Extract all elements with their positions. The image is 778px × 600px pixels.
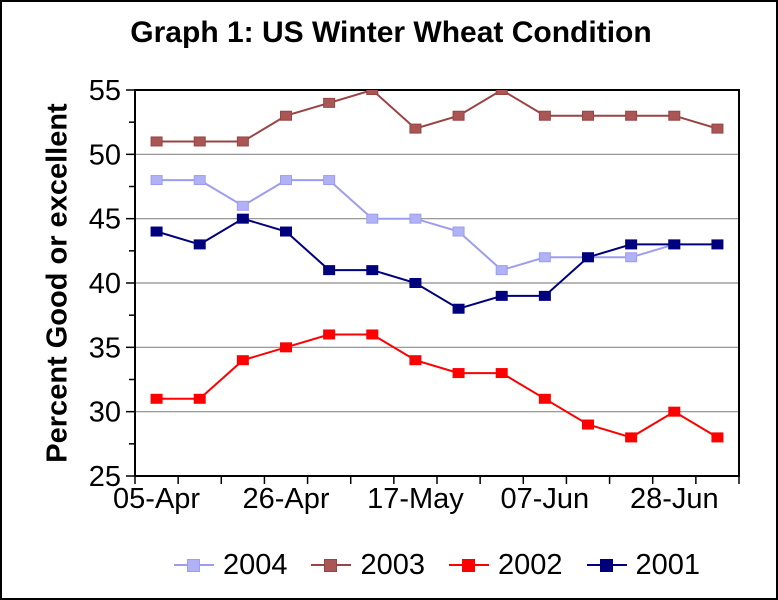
data-point xyxy=(538,110,551,121)
data-point xyxy=(625,432,638,443)
data-point xyxy=(495,90,508,95)
data-point xyxy=(711,239,724,250)
data-point xyxy=(236,213,249,224)
data-point xyxy=(495,290,508,301)
data-point xyxy=(280,110,292,121)
x-tick-label: 26-Apr xyxy=(242,483,329,515)
series-line xyxy=(156,90,718,143)
data-point xyxy=(495,368,508,379)
data-point xyxy=(668,110,681,121)
data-point xyxy=(280,342,292,353)
data-point xyxy=(366,90,379,95)
data-point xyxy=(538,393,551,404)
x-tick-label: 28-Jun xyxy=(630,483,719,515)
data-point xyxy=(236,355,249,366)
data-point xyxy=(452,226,465,237)
x-axis: 05-Apr 26-Apr 17-May 07-Jun 28-Jun xyxy=(113,476,740,515)
data-point xyxy=(150,226,163,237)
data-point xyxy=(323,97,336,108)
data-point xyxy=(668,239,681,250)
data-point xyxy=(582,110,594,121)
legend-label: 2002 xyxy=(498,548,563,581)
data-point xyxy=(323,329,336,340)
data-point xyxy=(409,123,422,134)
data-point xyxy=(366,329,379,340)
legend-item-2004: 2004 xyxy=(173,548,288,581)
y-axis: 25 30 35 40 45 50 55 xyxy=(89,75,135,493)
series-2002 xyxy=(150,329,724,443)
chart-title: Graph 1: US Winter Wheat Condition xyxy=(130,16,652,49)
legend-label: 2001 xyxy=(635,548,701,581)
y-tick-label: 50 xyxy=(89,139,121,171)
series-line xyxy=(156,217,718,310)
y-tick-label: 35 xyxy=(89,332,121,364)
legend-marker-icon xyxy=(449,558,489,573)
series-line xyxy=(156,333,718,439)
data-point xyxy=(280,226,292,237)
gridlines xyxy=(135,153,739,413)
y-tick-label: 40 xyxy=(89,268,121,300)
data-point xyxy=(280,175,292,186)
data-point xyxy=(711,123,724,134)
x-tick-label: 17-May xyxy=(367,483,464,515)
data-point xyxy=(582,252,594,263)
legend-item-2003: 2003 xyxy=(311,548,425,581)
series-2001 xyxy=(150,213,724,314)
data-point xyxy=(193,239,206,250)
data-point xyxy=(366,213,379,224)
legend-item-2002: 2002 xyxy=(449,548,563,581)
legend-item-2001: 2001 xyxy=(586,548,701,581)
data-point xyxy=(193,175,206,186)
y-tick-label: 55 xyxy=(89,75,121,107)
data-point xyxy=(625,239,638,250)
series-line xyxy=(156,179,675,272)
data-point xyxy=(538,290,551,301)
data-point xyxy=(538,252,551,263)
data-point xyxy=(409,213,422,224)
legend-label: 2004 xyxy=(222,548,288,581)
legend-label: 2003 xyxy=(360,548,425,581)
data-point xyxy=(150,175,163,186)
data-point xyxy=(625,252,638,263)
legend-marker-icon xyxy=(173,558,214,573)
data-point xyxy=(236,200,249,211)
data-point xyxy=(582,419,594,430)
data-point xyxy=(409,278,422,288)
y-tick-label: 45 xyxy=(89,204,121,236)
data-point xyxy=(711,432,724,443)
data-point xyxy=(495,265,508,276)
legend: 2004 2003 2002 2001 xyxy=(135,543,739,587)
y-tick-label: 30 xyxy=(89,397,121,429)
legend-marker-icon xyxy=(586,558,627,573)
data-point xyxy=(150,393,163,404)
data-point xyxy=(366,265,379,276)
data-point xyxy=(625,110,638,121)
data-point xyxy=(236,136,249,147)
legend-marker-icon xyxy=(311,558,352,573)
data-point xyxy=(193,136,206,147)
data-point xyxy=(668,406,681,417)
series-2003 xyxy=(150,90,724,147)
data-point xyxy=(150,136,163,147)
data-point xyxy=(452,303,465,314)
y-tick-label: 25 xyxy=(89,461,121,493)
data-point xyxy=(323,265,336,276)
data-point xyxy=(452,110,465,121)
y-axis-title: Percent Good or excellent xyxy=(41,103,74,463)
x-tick-label: 05-Apr xyxy=(113,483,200,515)
data-point xyxy=(323,175,336,186)
data-point xyxy=(409,355,422,366)
data-point xyxy=(193,393,206,404)
x-tick-label: 07-Jun xyxy=(501,483,590,515)
data-point xyxy=(452,368,465,379)
